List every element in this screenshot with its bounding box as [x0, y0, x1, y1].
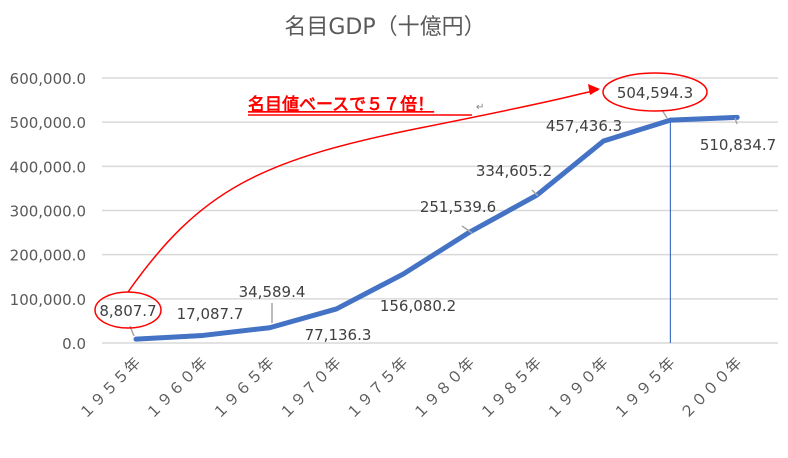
x-tick-label: １９９０年: [543, 353, 612, 422]
data-label: 156,080.2: [380, 297, 456, 315]
x-tick-label: １９８５年: [476, 353, 545, 422]
y-tick-label: 200,000.0: [10, 247, 86, 265]
x-tick-label: １９５５年: [76, 353, 145, 422]
data-label: 77,136.3: [305, 326, 372, 344]
x-tick-label: １９７５年: [343, 353, 412, 422]
data-label: 17,087.7: [177, 305, 244, 323]
data-label: 334,605.2: [476, 162, 552, 180]
x-tick-label: １９６５年: [209, 353, 278, 422]
annotation-text: 名目値ベースで５７倍！: [248, 94, 434, 115]
y-tick-label: 600,000.0: [10, 70, 86, 88]
y-tick-label: 0.0: [62, 335, 86, 353]
data-label: 510,834.7: [700, 136, 776, 154]
y-tick-label: 400,000.0: [10, 158, 86, 176]
data-label: 504,594.3: [617, 84, 693, 102]
y-tick-label: 500,000.0: [10, 114, 86, 132]
x-tick-label: １９６０年: [142, 353, 211, 422]
y-tick-label: 100,000.0: [10, 291, 86, 309]
arrow-head: [588, 84, 600, 95]
data-label: 34,589.4: [239, 283, 306, 301]
x-tick-label: １９７０年: [276, 353, 345, 422]
growth-arrow: [128, 90, 598, 292]
x-tick-label: １９８０年: [410, 353, 479, 422]
data-label: 251,539.6: [420, 198, 496, 216]
x-tick-label: ２０００年: [677, 353, 746, 422]
paragraph-mark: ↵: [476, 102, 484, 113]
chart-title: 名目GDP（十億円）: [284, 15, 485, 40]
y-tick-label: 300,000.0: [10, 203, 86, 221]
x-tick-label: １９９５年: [610, 353, 679, 422]
data-label: 457,436.3: [546, 117, 622, 135]
data-label: 8,807.7: [99, 302, 156, 320]
